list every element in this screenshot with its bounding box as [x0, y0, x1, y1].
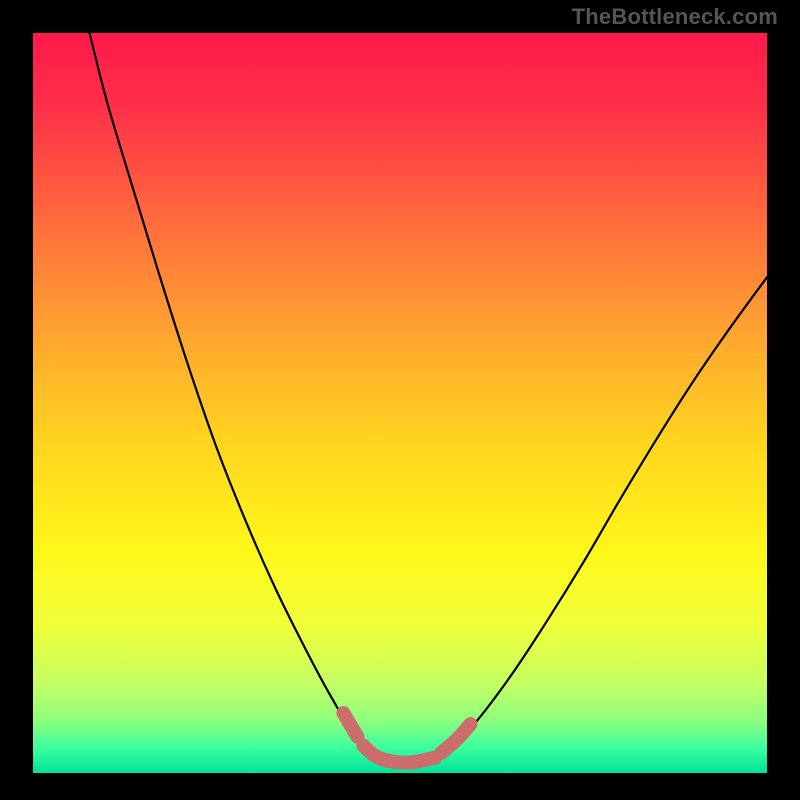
watermark-text: TheBottleneck.com [572, 4, 778, 30]
chart-frame: TheBottleneck.com [0, 0, 800, 800]
plot-area [33, 33, 767, 773]
